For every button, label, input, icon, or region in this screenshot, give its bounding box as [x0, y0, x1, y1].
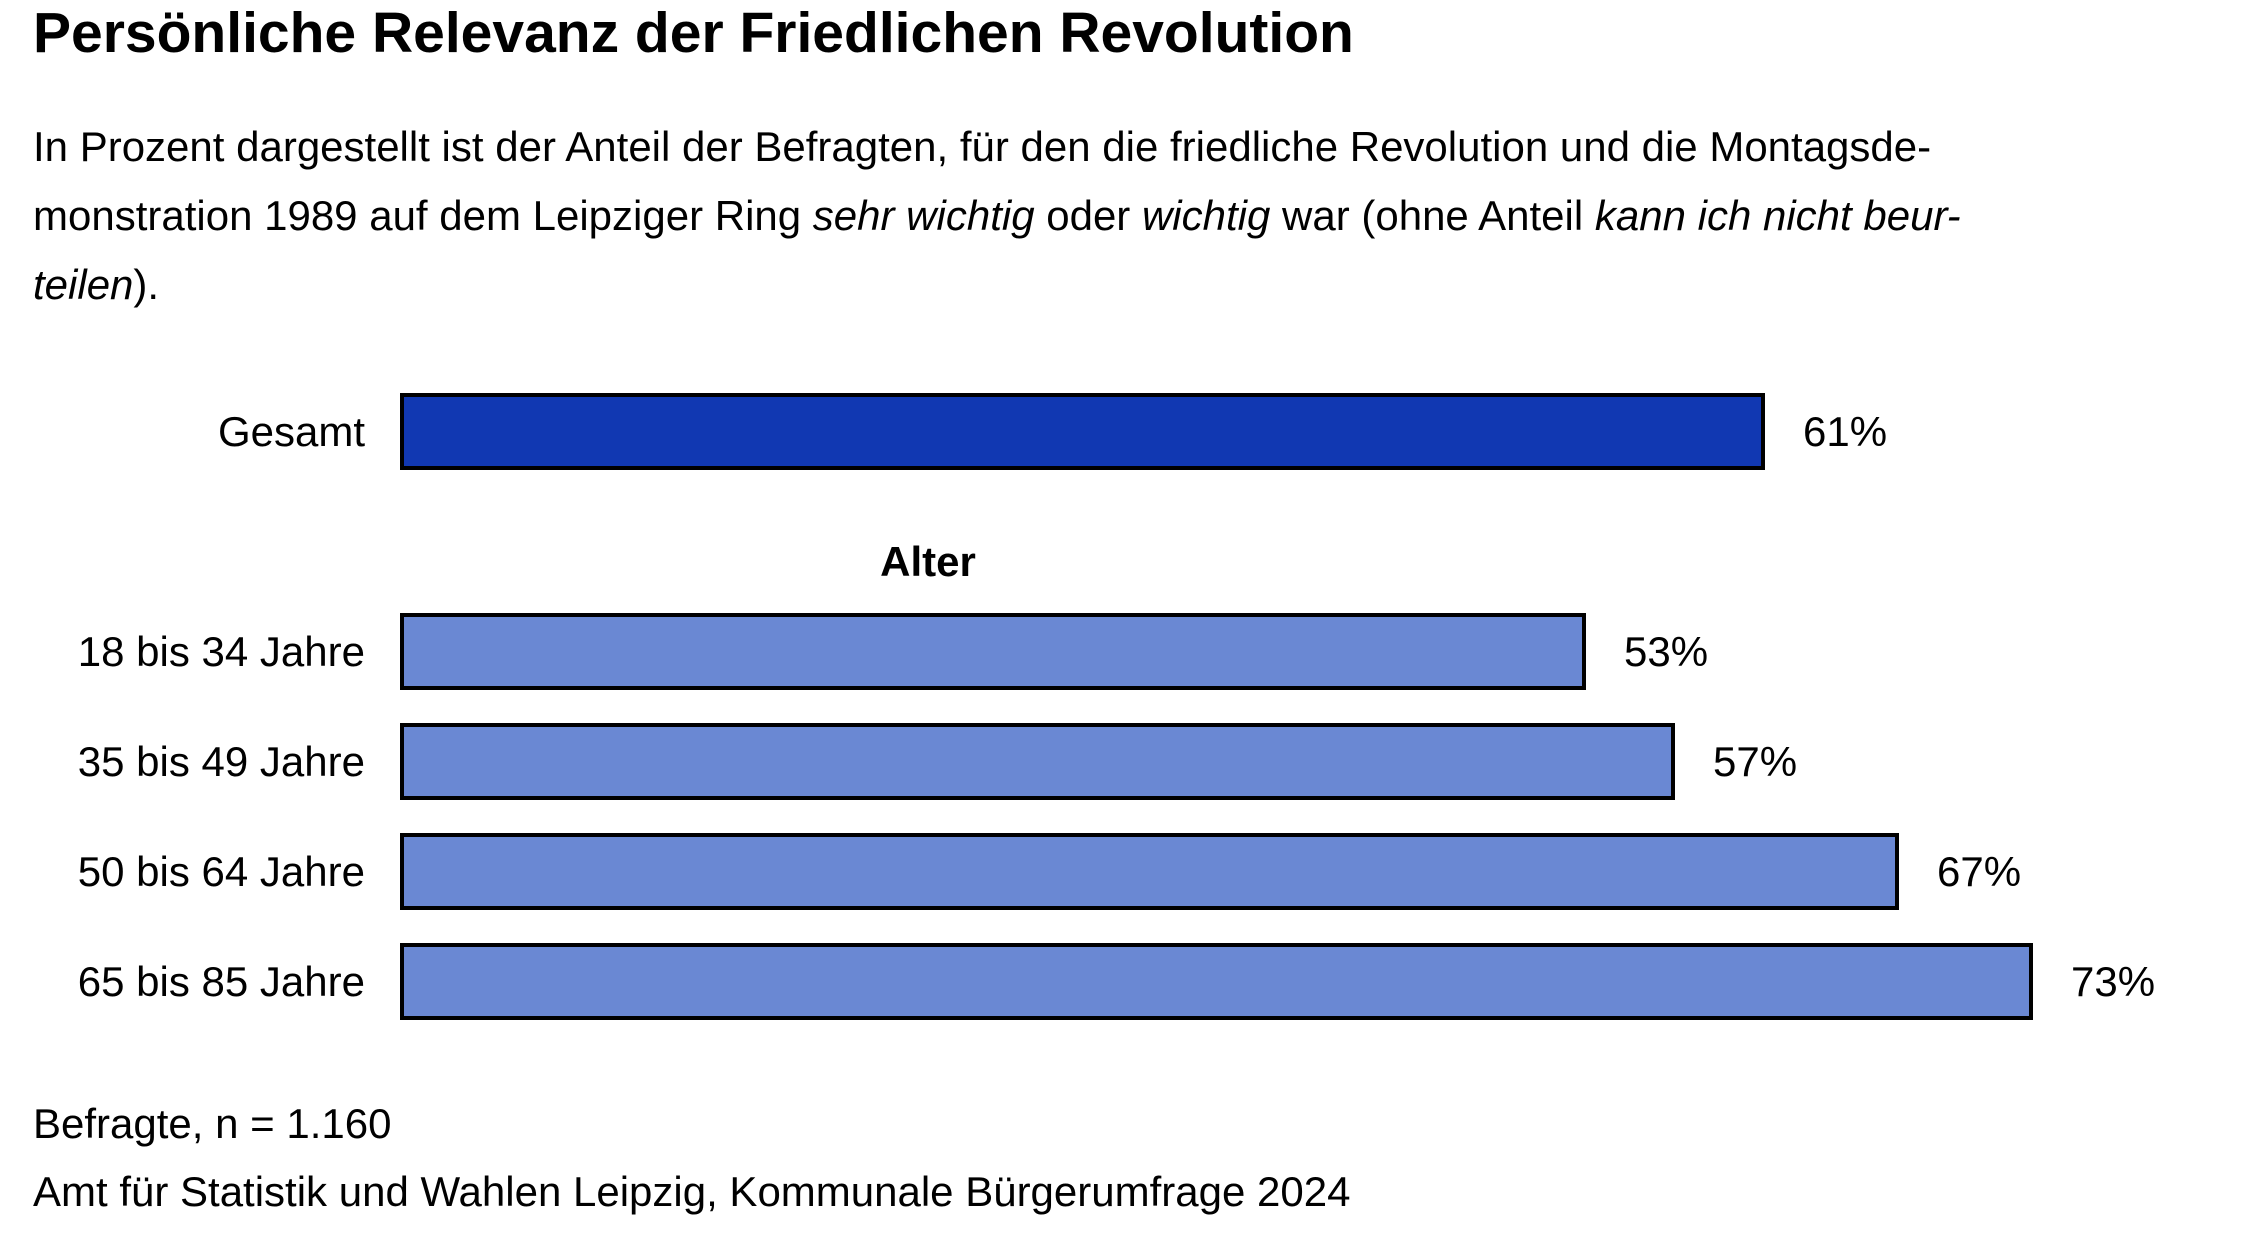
bar-value-label: 73%: [2071, 958, 2156, 1005]
bar-total: [400, 393, 1765, 470]
bar-row: 35 bis 49 Jahre 57%: [0, 723, 2250, 800]
bar-value-label: 61%: [1803, 408, 1888, 455]
bar-row: 18 bis 34 Jahre 53%: [0, 613, 2250, 690]
bar-age-group: [400, 723, 1675, 800]
bar-value-label: 57%: [1713, 738, 1798, 785]
bar-row: Gesamt 61%: [0, 393, 2250, 470]
bar-age-group: [400, 833, 1899, 910]
bar-value-label: 53%: [1624, 628, 1709, 675]
chart-subtitle: In Prozent dargestellt ist der Anteil de…: [33, 112, 2233, 319]
group-heading-alter: Alter: [880, 538, 976, 585]
bar-row: 50 bis 64 Jahre 67%: [0, 833, 2250, 910]
bar-category-label: Gesamt: [217, 408, 365, 455]
bar-category-label: 50 bis 64 Jahre: [77, 848, 365, 895]
bar-age-group: [400, 943, 2033, 1020]
bar-category-label: 18 bis 34 Jahre: [77, 628, 365, 675]
footnote-respondents: Befragte, n = 1.160: [33, 1100, 392, 1147]
bar-row: 65 bis 85 Jahre 73%: [0, 943, 2250, 1020]
bar-category-label: 35 bis 49 Jahre: [77, 738, 365, 785]
subtitle-line: teilen).: [33, 261, 160, 308]
bar-age-group: [400, 613, 1586, 690]
bar-category-label: 65 bis 85 Jahre: [77, 958, 365, 1005]
subtitle-line: monstration 1989 auf dem Leipziger Ring …: [33, 192, 1961, 239]
subtitle-line: In Prozent dargestellt ist der Anteil de…: [33, 123, 1932, 170]
bar-value-label: 67%: [1937, 848, 2022, 895]
footnote-source: Amt für Statistik und Wahlen Leipzig, Ko…: [33, 1168, 1351, 1215]
page-title: Persönliche Relevanz der Friedlichen Rev…: [33, 1, 1354, 65]
